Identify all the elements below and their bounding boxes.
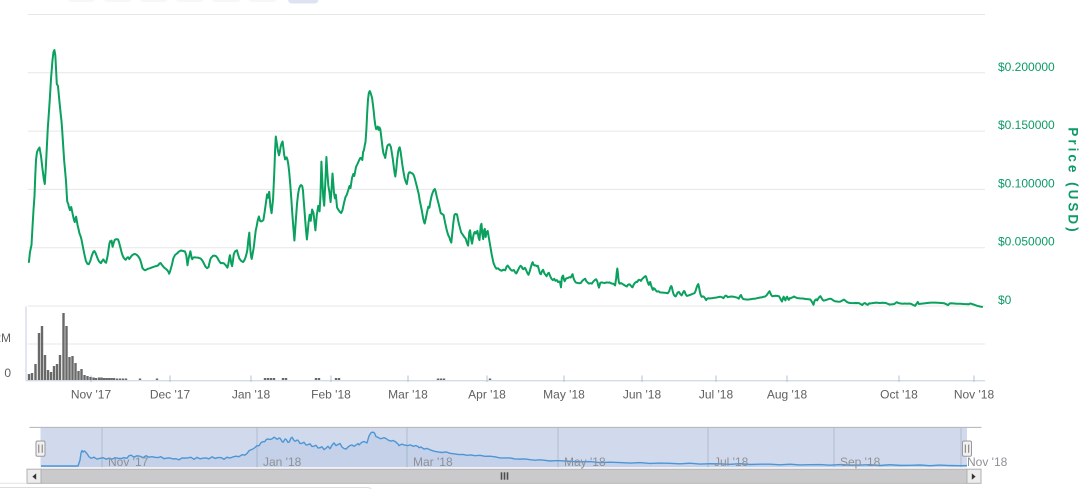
svg-text:Apr '18: Apr '18 xyxy=(468,388,506,402)
svg-text:$0: $0 xyxy=(998,293,1012,307)
svg-text:Aug '18: Aug '18 xyxy=(767,388,808,402)
svg-text:Dec '17: Dec '17 xyxy=(150,388,191,402)
svg-text:Mar '18: Mar '18 xyxy=(388,388,428,402)
svg-text:$0.050000: $0.050000 xyxy=(998,235,1055,249)
svg-text:Nov '18: Nov '18 xyxy=(954,388,995,402)
svg-text:Jun '18: Jun '18 xyxy=(623,388,662,402)
svg-text:Nov '18: Nov '18 xyxy=(967,455,1008,469)
svg-text:$0.150000: $0.150000 xyxy=(998,118,1055,132)
svg-text:$0.100000: $0.100000 xyxy=(998,176,1055,190)
svg-text:Sep '18: Sep '18 xyxy=(840,455,881,469)
svg-text:Jan '18: Jan '18 xyxy=(232,388,271,402)
svg-text:Feb '18: Feb '18 xyxy=(311,388,351,402)
svg-text:2M: 2M xyxy=(0,331,11,345)
svg-text:Nov '17: Nov '17 xyxy=(71,388,112,402)
svg-text:Nov '17: Nov '17 xyxy=(108,455,149,469)
svg-text:May '18: May '18 xyxy=(543,388,585,402)
svg-text:Oct '18: Oct '18 xyxy=(880,388,918,402)
svg-text:Price (USD): Price (USD) xyxy=(1066,127,1081,234)
svg-text:Mar '18: Mar '18 xyxy=(413,455,453,469)
svg-text:May '18: May '18 xyxy=(564,455,606,469)
svg-text:Jul '18: Jul '18 xyxy=(699,388,734,402)
svg-text:Jan '18: Jan '18 xyxy=(263,455,302,469)
svg-text:0: 0 xyxy=(4,366,11,380)
svg-text:Jul '18: Jul '18 xyxy=(714,455,749,469)
svg-text:$0.200000: $0.200000 xyxy=(998,60,1055,74)
